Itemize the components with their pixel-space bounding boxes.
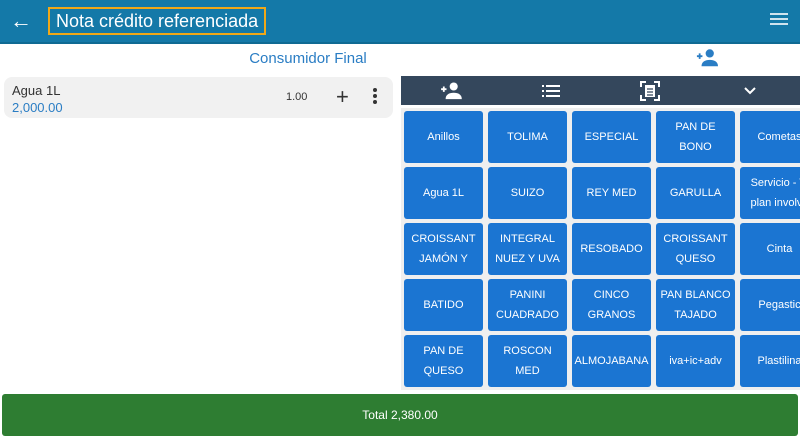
scan-document-icon[interactable]	[601, 76, 701, 105]
product-tile[interactable]: CINCO GRANOS	[572, 279, 651, 331]
app-header: ← Nota crédito referenciada	[0, 0, 800, 44]
product-tile[interactable]: CROISSANT JAMÓN Y	[404, 223, 483, 275]
item-price: 2,000.00	[12, 100, 63, 115]
product-tile[interactable]: Agua 1L	[404, 167, 483, 219]
product-tile[interactable]: Cinta	[740, 223, 800, 275]
product-tile[interactable]: GARULLA	[656, 167, 735, 219]
product-tile[interactable]: Plastilina	[740, 335, 800, 387]
product-toolbar	[401, 76, 800, 105]
more-vertical-icon[interactable]	[372, 86, 378, 106]
product-tile[interactable]: PANINI CUADRADO	[488, 279, 567, 331]
product-tile[interactable]: BATIDO	[404, 279, 483, 331]
product-tile[interactable]: Anillos	[404, 111, 483, 163]
product-tile[interactable]: ROSCON MED	[488, 335, 567, 387]
back-arrow-icon[interactable]: ←	[10, 8, 32, 33]
product-tile[interactable]: iva+ic+adv	[656, 335, 735, 387]
product-grid: Anillos TOLIMA ESPECIAL PAN DE BONO Cometas A…	[401, 108, 800, 390]
product-tile[interactable]: Servicio - Tl plan involve	[740, 167, 800, 219]
product-tile[interactable]: ALMOJABANA	[572, 335, 651, 387]
cart-item[interactable]: Agua 1L 2,000.00 1.00 +	[4, 77, 393, 118]
page-title: Nota crédito referenciada	[48, 7, 267, 35]
product-tile[interactable]: TOLIMA	[488, 111, 567, 163]
list-icon[interactable]	[501, 76, 601, 105]
hamburger-menu-icon[interactable]	[770, 10, 788, 28]
product-tile[interactable]: REY MED	[572, 167, 651, 219]
person-add-icon[interactable]	[401, 76, 501, 105]
product-tile[interactable]: PAN BLANCO TAJADO	[656, 279, 735, 331]
customer-name[interactable]: Consumidor Final	[249, 50, 367, 67]
product-tile[interactable]: PAN DE BONO	[656, 111, 735, 163]
product-tile[interactable]: PAN DE QUESO	[404, 335, 483, 387]
total-button[interactable]: Total 2,380.00	[2, 394, 798, 436]
product-tile[interactable]: INTEGRAL NUEZ Y UVA	[488, 223, 567, 275]
product-tile[interactable]: SUIZO	[488, 167, 567, 219]
product-tile[interactable]: Pegastic	[740, 279, 800, 331]
product-tile[interactable]: ESPECIAL	[572, 111, 651, 163]
item-quantity: 1.00	[286, 91, 308, 103]
person-add-icon[interactable]	[696, 48, 718, 68]
product-tile[interactable]: CROISSANT QUESO	[656, 223, 735, 275]
product-tile[interactable]: Cometas	[740, 111, 800, 163]
plus-icon[interactable]: +	[336, 84, 349, 109]
chevron-down-icon[interactable]	[700, 76, 800, 105]
item-name: Agua 1L	[12, 83, 61, 98]
product-tile[interactable]: RESOBADO	[572, 223, 651, 275]
